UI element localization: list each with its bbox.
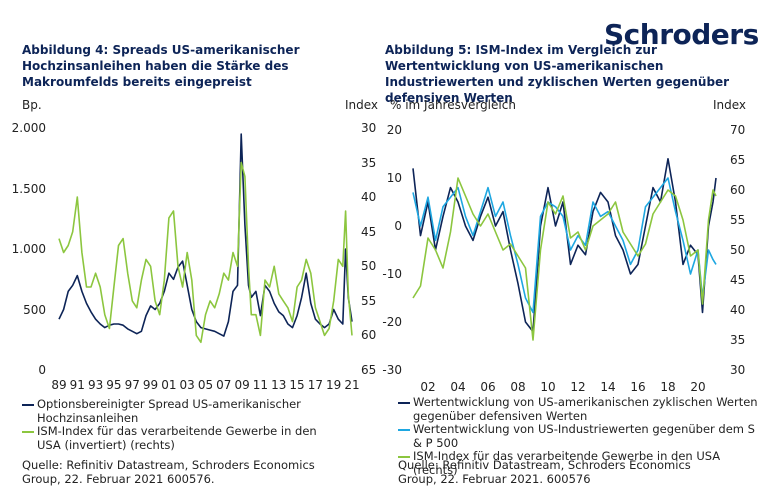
y-axis-title: Bp. <box>22 98 42 112</box>
x-tick-label: 01 <box>161 378 177 392</box>
y-tick-label: 2.000 <box>11 121 46 135</box>
y-tick-label: 500 <box>23 302 46 317</box>
x-tick-label: 15 <box>289 378 305 392</box>
x-tick-label: 14 <box>600 380 616 394</box>
legend-label: ISM-Index für das verarbeitende Gewerbe … <box>413 449 721 477</box>
y-tick-label: 10 <box>386 171 402 185</box>
y2-tick-label: 40 <box>361 190 377 205</box>
legend-item: ISM-Index für das verarbeitende Gewerbe … <box>398 449 763 477</box>
y2-tick-label: 55 <box>730 213 746 227</box>
x-tick-label: 20 <box>690 380 706 394</box>
legend-item: Wertentwicklung von US-Industriewerten g… <box>398 422 763 450</box>
y2-tick-label: 55 <box>361 293 377 308</box>
y-tick-label: 0 <box>38 363 46 377</box>
source-note: Quelle: Refinitiv Datastream, Schroders … <box>22 458 315 486</box>
x-tick-label: 19 <box>326 378 342 392</box>
y-tick-label: 20 <box>386 123 402 137</box>
legend-label: ISM-Index für das verarbeitende Gewerbe … <box>37 424 317 452</box>
y2-tick-label: 35 <box>361 155 377 170</box>
x-tick-label: 02 <box>420 380 436 394</box>
x-tick-label: 18 <box>660 380 676 394</box>
y2-tick-label: 70 <box>730 123 746 137</box>
y2-tick-label: 30 <box>730 363 746 377</box>
logo: Schroders <box>604 18 759 51</box>
y2-tick-label: 40 <box>730 303 746 317</box>
x-tick-label: 08 <box>510 380 526 394</box>
y2-tick-label: 60 <box>361 328 377 343</box>
x-tick-label: 04 <box>450 380 466 394</box>
x-tick-label: 99 <box>142 378 159 392</box>
series-line <box>412 177 717 341</box>
y-tick-label: 1.000 <box>11 242 46 256</box>
y2-tick-label: 65 <box>361 363 377 377</box>
chart-title: Abbildung 4: Spreads US-amerikanischer H… <box>22 43 300 89</box>
chart-title: Abbildung 5: ISM-Index im Vergleich zur … <box>385 43 730 105</box>
x-tick-label: 10 <box>540 380 556 394</box>
x-tick-label: 89 <box>51 378 67 392</box>
y2-tick-label: 60 <box>730 183 746 197</box>
x-tick-label: 09 <box>234 378 250 392</box>
y-tick-label: -10 <box>382 267 402 281</box>
y-tick-label: 1.500 <box>11 181 46 196</box>
x-tick-label: 11 <box>252 378 269 392</box>
y-tick-label: -30 <box>382 363 402 377</box>
y2-tick-label: 45 <box>361 224 377 239</box>
legend-swatch <box>22 404 34 406</box>
legend-swatch <box>398 429 410 431</box>
y2-tick-label: 30 <box>361 121 377 135</box>
legend-label: Wertentwicklung von US-Industriewerten g… <box>413 422 755 450</box>
legend-swatch <box>22 431 34 433</box>
legend: Wertentwicklung von US-amerikanischen zy… <box>398 395 763 477</box>
y-tick-label: -20 <box>382 315 402 329</box>
series-line <box>58 161 353 344</box>
x-tick-label: 93 <box>87 378 104 392</box>
source-note: Quelle: Refinitiv Datastream, Schroders … <box>398 458 691 486</box>
series-line <box>412 177 717 314</box>
legend-item: Optionsbereinigter Spread US-amerikanisc… <box>22 397 332 425</box>
x-tick-label: 97 <box>124 378 140 392</box>
x-tick-label: 05 <box>197 378 214 392</box>
x-tick-label: 91 <box>69 378 85 392</box>
y2-tick-label: 35 <box>730 333 746 347</box>
legend-item: ISM-Index für das verarbeitende Gewerbe … <box>22 424 332 452</box>
y2-tick-label: 50 <box>361 259 377 274</box>
legend-label: Wertentwicklung von US-amerikanischen zy… <box>413 395 758 423</box>
x-tick-label: 17 <box>307 378 324 392</box>
legend-item: Wertentwicklung von US-amerikanischen zy… <box>398 395 763 423</box>
legend-swatch <box>398 456 410 458</box>
x-tick-label: 06 <box>480 380 496 394</box>
legend: Optionsbereinigter Spread US-amerikanisc… <box>22 397 332 452</box>
series-line <box>412 158 717 333</box>
x-tick-label: 21 <box>344 378 360 392</box>
x-tick-label: 13 <box>271 378 287 392</box>
x-tick-label: 95 <box>106 378 122 392</box>
x-tick-label: 12 <box>570 380 586 394</box>
y-axis-title: % im Jahresvergleich <box>390 98 516 112</box>
legend-label: Optionsbereinigter Spread US-amerikanisc… <box>37 397 301 425</box>
y2-tick-label: 50 <box>730 243 746 257</box>
y2-tick-label: 45 <box>730 273 746 287</box>
legend-swatch <box>398 402 410 404</box>
y-tick-label: 0 <box>394 219 402 233</box>
y2-axis-title: Index <box>344 98 378 112</box>
x-tick-label: 16 <box>630 380 646 394</box>
x-tick-label: 03 <box>179 378 195 392</box>
y2-axis-title: Index <box>712 98 746 112</box>
x-tick-label: 07 <box>216 378 232 392</box>
y2-tick-label: 65 <box>730 153 746 167</box>
